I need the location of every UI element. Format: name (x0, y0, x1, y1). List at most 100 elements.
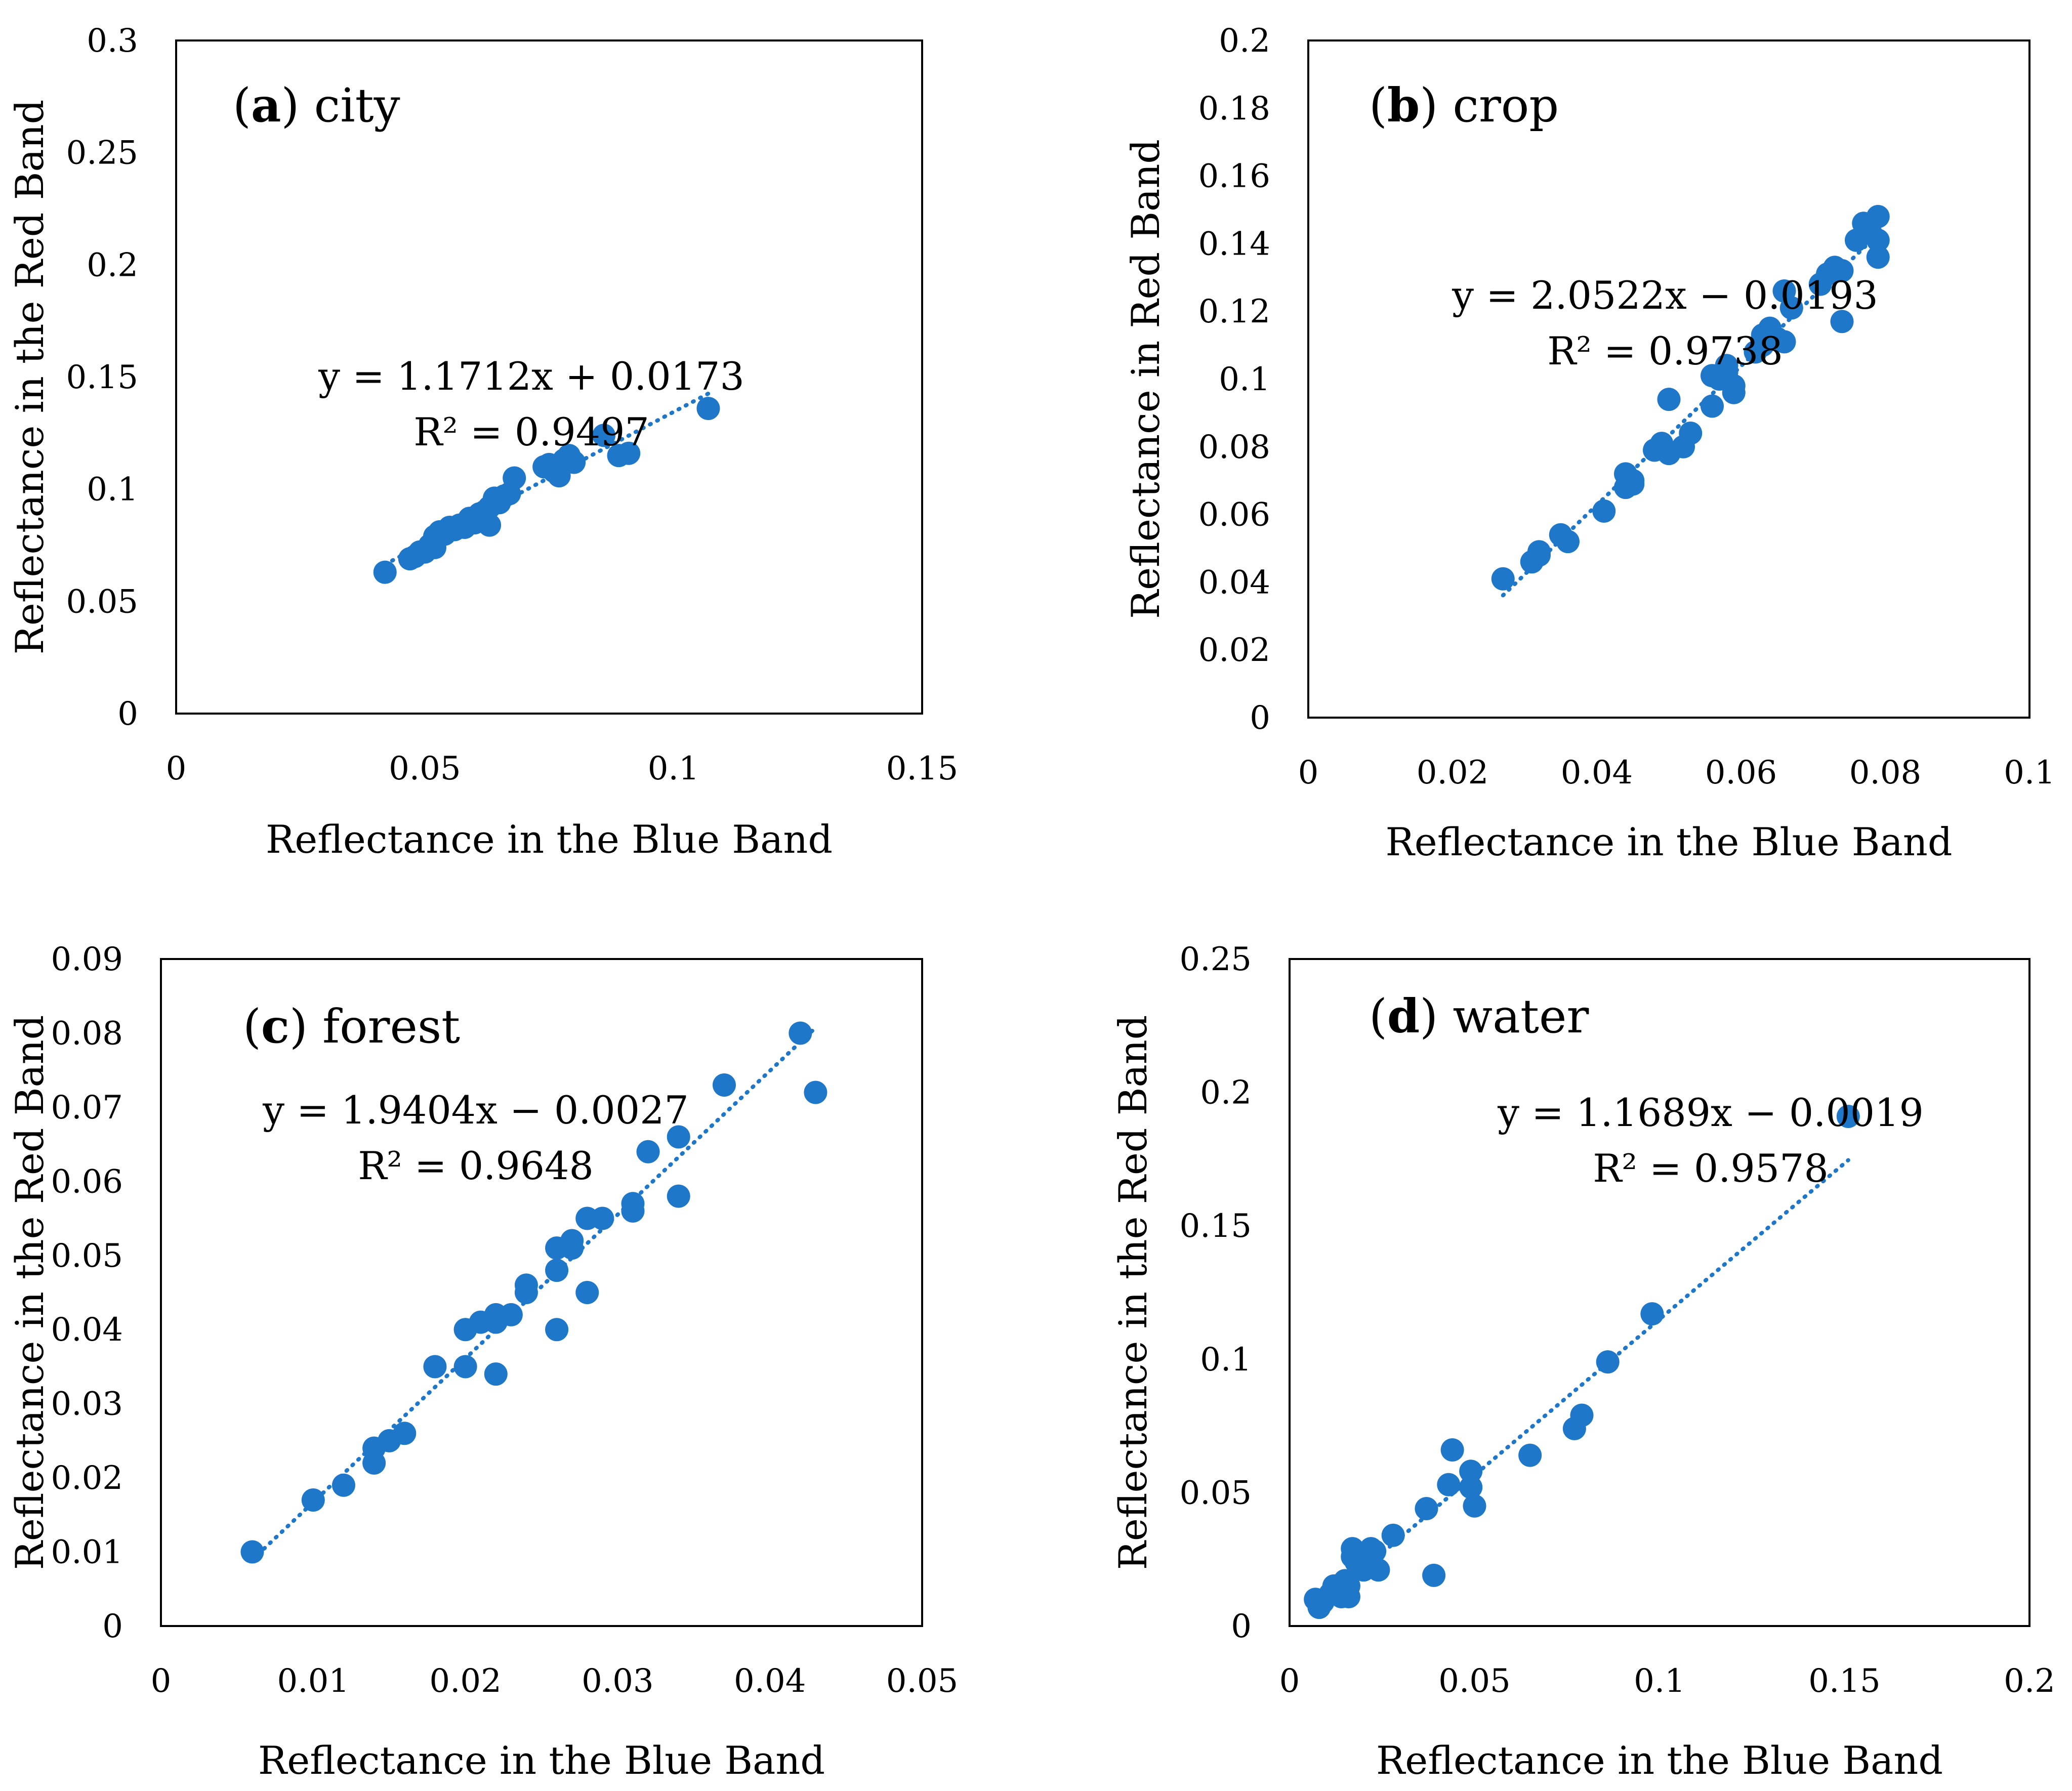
x-tick-label: 0.1 (1634, 1662, 1685, 1700)
regression-equation: y = 1.9404x − 0.0027 (262, 1088, 689, 1133)
x-tick-label: 0.15 (886, 750, 959, 787)
data-point (514, 1273, 538, 1297)
data-point (1437, 1473, 1461, 1496)
y-axis-label: Reflectance in Red Band (1123, 139, 1168, 619)
y-tick-label: 0.25 (1180, 941, 1252, 978)
y-tick-label: 0.1 (87, 471, 138, 509)
x-tick-label: 0.05 (1438, 1662, 1511, 1700)
data-point (636, 1140, 660, 1163)
y-tick-label: 0 (117, 695, 138, 733)
data-point (592, 424, 616, 447)
data-point (499, 1303, 523, 1326)
data-point (1830, 259, 1854, 282)
y-tick-label: 0.03 (51, 1386, 123, 1423)
data-point (1422, 1563, 1446, 1587)
y-tick-label: 0 (102, 1608, 123, 1645)
data-point (545, 1259, 569, 1282)
data-point (1556, 530, 1580, 554)
x-tick-label: 0.02 (1417, 754, 1489, 792)
data-point (1836, 1105, 1860, 1129)
data-point (1866, 245, 1890, 269)
regression-equation: y = 2.0522x − 0.0193 (1452, 273, 1878, 318)
plot-frame (175, 39, 923, 715)
r-squared: R² = 0.9648 (358, 1143, 594, 1188)
y-tick-label: 0.12 (1198, 293, 1271, 330)
data-point (1866, 228, 1890, 252)
data-point (1570, 1403, 1594, 1427)
data-point (545, 1318, 569, 1342)
data-point (453, 1355, 477, 1379)
data-point (562, 450, 586, 474)
y-tick-label: 0.16 (1198, 158, 1271, 195)
data-point (373, 560, 397, 584)
data-point (1657, 388, 1681, 411)
data-point (1415, 1497, 1438, 1521)
data-point (667, 1184, 690, 1208)
data-point (1722, 381, 1746, 404)
data-point (591, 1206, 614, 1230)
data-point (1337, 1574, 1360, 1598)
plot-frame (1307, 39, 2030, 719)
data-point (1679, 422, 1703, 445)
r-squared: R² = 0.9738 (1547, 328, 1783, 373)
regression-equation: y = 1.1712x + 0.0173 (318, 354, 744, 399)
x-axis-label: Reflectance in the Blue Band (258, 1738, 825, 1783)
data-point (1621, 469, 1645, 492)
x-tick-label: 0.15 (1808, 1662, 1881, 1700)
data-point (1830, 310, 1854, 334)
data-point (478, 513, 502, 537)
x-tick-label: 0 (1298, 754, 1319, 792)
panel-label: (c) forest (243, 999, 460, 1054)
panel-label: (d) water (1369, 989, 1589, 1044)
y-tick-label: 0.15 (1180, 1207, 1252, 1245)
y-tick-label: 0.14 (1198, 225, 1271, 263)
regression-equation: y = 1.1689x − 0.0019 (1497, 1090, 1924, 1135)
y-tick-label: 0.04 (1198, 564, 1271, 601)
data-point (1366, 1558, 1390, 1582)
x-tick-label: 0 (151, 1662, 172, 1700)
y-tick-label: 0.05 (66, 583, 139, 620)
chart-panel-b: 0 0.02 0.04 0.06 0.08 0.1 0 0.02 0.04 0.06 0.08 0.1… (1123, 22, 2055, 864)
data-point (503, 466, 526, 490)
y-axis-label: Reflectance in the Red Band (7, 100, 52, 655)
data-point (1779, 296, 1803, 320)
x-tick-label: 0.04 (1561, 754, 1633, 792)
y-tick-label: 0 (1231, 1608, 1252, 1645)
chart-panel-c: 0 0.01 0.02 0.03 0.04 0.05 0 0.01 0.02 0.03 0.04 0.… (7, 941, 958, 1783)
data-point (1866, 204, 1890, 228)
x-axis-label: Reflectance in the Blue Band (1386, 819, 1953, 864)
y-tick-label: 0.06 (1198, 496, 1271, 534)
data-point (696, 397, 720, 421)
data-point (712, 1073, 736, 1097)
x-tick-label: 0 (1279, 1662, 1300, 1700)
data-point (393, 1422, 417, 1445)
data-point (1381, 1523, 1405, 1547)
y-axis-label: Reflectance in the Red Band (1110, 1015, 1155, 1570)
y-tick-label: 0.08 (51, 1015, 123, 1052)
y-axis-label: Reflectance in the Red Band (7, 1015, 52, 1570)
x-tick-label: 0.01 (277, 1662, 350, 1700)
data-point (1463, 1494, 1486, 1518)
x-tick-label: 0.05 (886, 1662, 959, 1700)
data-point (667, 1125, 690, 1149)
r-squared: R² = 0.9497 (413, 409, 649, 454)
data-point (240, 1540, 264, 1564)
data-point (1363, 1539, 1387, 1563)
y-tick-label: 0.04 (51, 1311, 123, 1349)
data-point (1701, 394, 1724, 418)
x-tick-label: 0.1 (2004, 754, 2055, 792)
data-point (331, 1473, 355, 1497)
y-tick-label: 0.01 (51, 1534, 123, 1571)
y-tick-label: 0.09 (51, 941, 123, 978)
y-tick-label: 0.08 (1198, 429, 1271, 466)
data-point (1596, 1350, 1620, 1374)
panel-label: (b) crop (1369, 78, 1559, 133)
data-point (789, 1021, 812, 1045)
y-tick-label: 0 (1250, 699, 1270, 737)
data-point (423, 1355, 447, 1379)
data-point (560, 1229, 584, 1253)
data-point (1518, 1443, 1542, 1467)
data-point (1527, 543, 1551, 567)
panel-label: (a) city (233, 78, 400, 133)
